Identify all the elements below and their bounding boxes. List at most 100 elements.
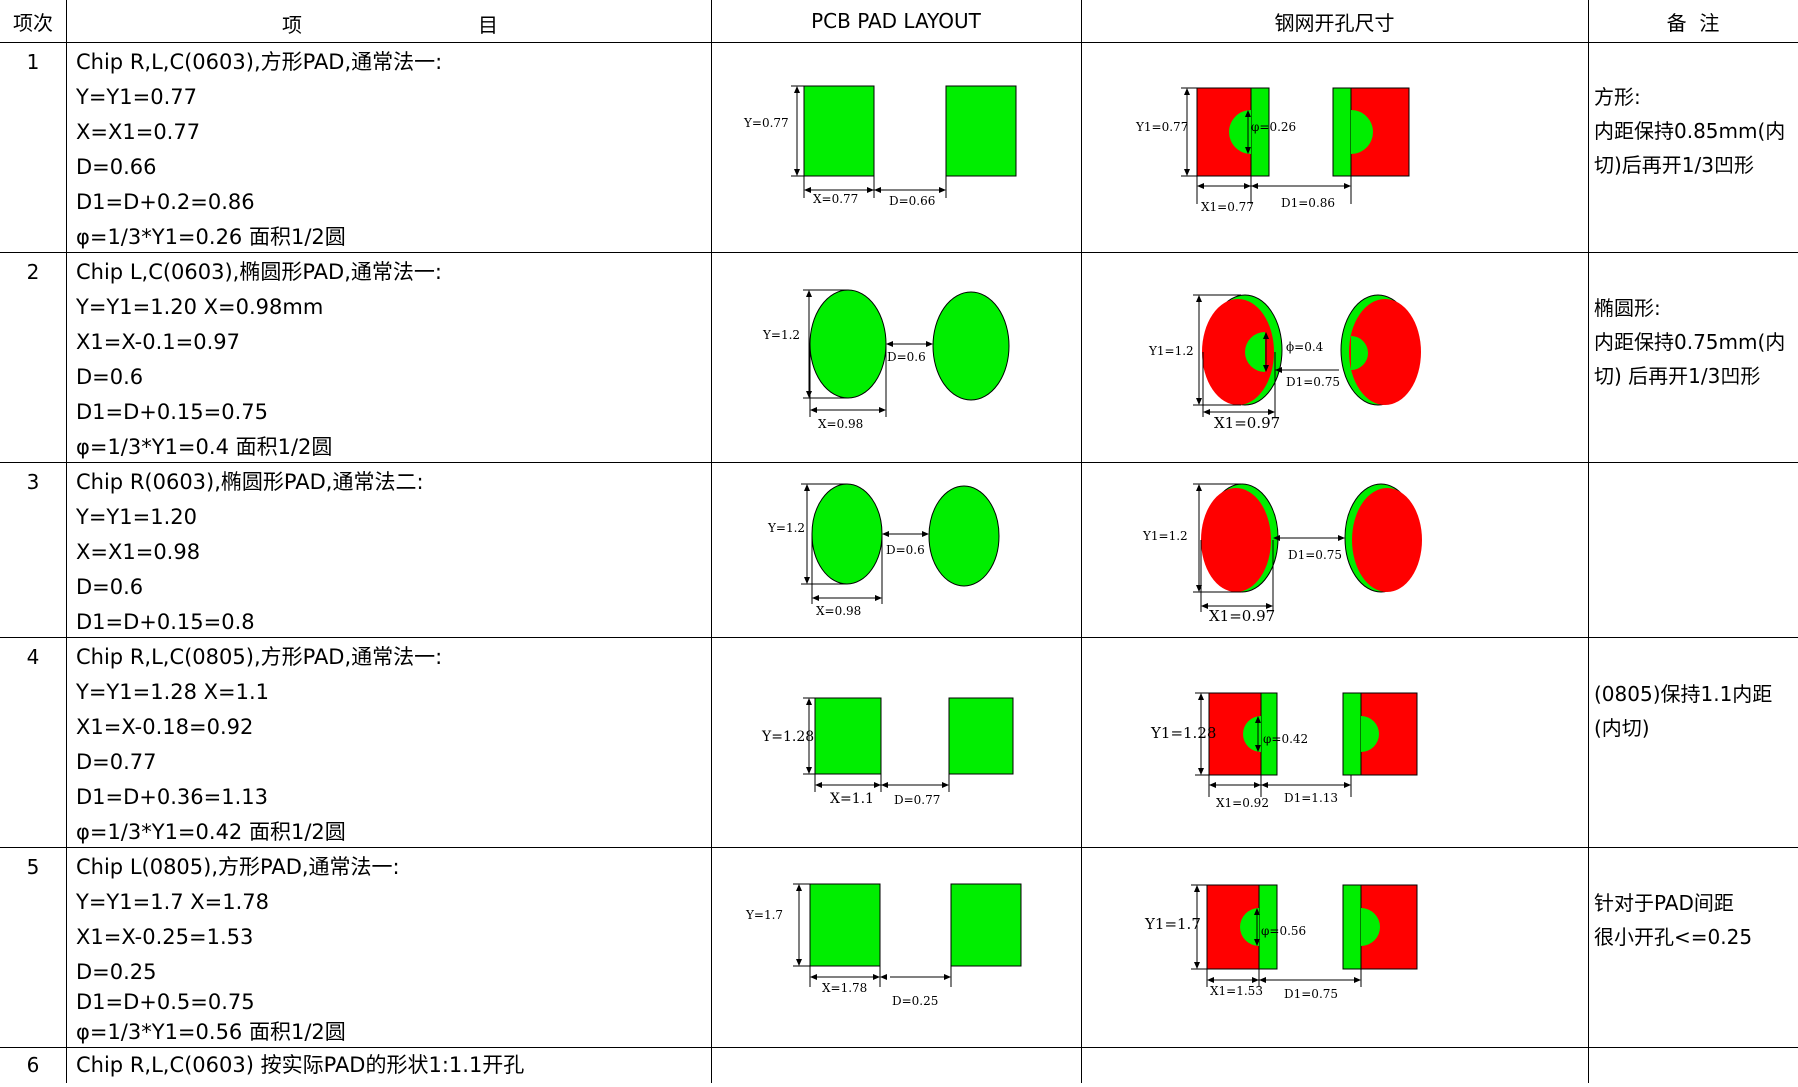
desc-line: Y=Y1=1.28 X=1.1 [76, 680, 270, 704]
row-number: 2 [0, 252, 66, 462]
desc-line: Chip R,L,C(0603),方形PAD,通常法一: [76, 50, 443, 74]
arrow-head [1275, 367, 1341, 373]
pad-left [814, 697, 882, 775]
stencil-pad-left [1202, 299, 1274, 405]
row-number: 5 [0, 847, 66, 1047]
desc-line: D=0.25 [76, 960, 157, 984]
dim-label-y: Y1=1.7 [1144, 915, 1201, 933]
row-description: Chip R,L,C(0603),方形PAD,通常法一: Y=Y1=0.77 X… [66, 42, 711, 252]
dim-label-x: X=1.78 [822, 981, 867, 995]
header-no-label: 项次 [13, 10, 53, 35]
dim-label-d: D=0.6 [887, 350, 926, 364]
dim-label-phi: φ=0.42 [1263, 732, 1308, 746]
arrow-head [804, 187, 946, 193]
desc-line: Chip R(0603),椭圆形PAD,通常法二: [76, 470, 424, 494]
header-stencil-label: 钢网开孔尺寸 [1274, 10, 1395, 35]
dim-label-d: D1=0.75 [1286, 375, 1340, 389]
half-circle-notch [1229, 110, 1251, 154]
dim-label-y: Y=0.77 [743, 116, 789, 130]
stencil-aperture-diagram: Y1=1.2 ϕ=0.4 X1=0.97 D1=0.75 [1148, 294, 1421, 432]
row-number-label: 3 [26, 470, 40, 494]
stencil-pad-right [1352, 488, 1422, 592]
desc-line: D=0.66 [76, 155, 157, 179]
row-number-label: 5 [26, 855, 40, 879]
dim-label-phi: φ=0.56 [1261, 924, 1306, 938]
desc-line: D1=D+0.15=0.8 [76, 610, 255, 634]
desc-line: φ=1/3*Y1=0.42 面积1/2圆 [76, 820, 346, 844]
row-note: 针对于PAD间距 很小开孔<=0.25 [1588, 886, 1798, 954]
grid-line [711, 0, 712, 1083]
half-circle-notch [1245, 332, 1265, 372]
dim-label-d: D=0.25 [892, 994, 938, 1008]
row-number: 4 [0, 637, 66, 847]
row-number-label: 1 [26, 50, 40, 74]
pcb-pad-diagram: Y=0.77 X=0.77 D=0.66 [743, 85, 1017, 208]
dim-label-y: Y=1.7 [745, 908, 783, 922]
stencil-pad-left [1201, 488, 1271, 592]
note-line: 方形: [1594, 85, 1641, 109]
desc-line: D1=D+0.5=0.75 [76, 990, 255, 1014]
row-number: 6 [0, 1047, 66, 1083]
pcb-pad-diagram: Y=1.7 X=1.78 D=0.25 [745, 883, 1022, 1008]
desc-line: Y=Y1=1.20 X=0.98mm [76, 295, 324, 319]
desc-line: φ=1/3*Y1=0.56 面积1/2圆 [76, 1020, 346, 1044]
note-line: 内距保持0.75mm(内 [1594, 330, 1786, 354]
note-line: (内切) [1594, 716, 1650, 740]
row-description: Chip R,L,C(0603) 按实际PAD的形状1:1.1开孔 [66, 1047, 711, 1083]
header-item-label-b: 目 [478, 13, 498, 37]
dim-label-y: Y1=1.2 [1148, 344, 1194, 358]
dim-label-y: Y1=0.77 [1135, 120, 1188, 134]
dim-label-phi: φ=0.26 [1251, 120, 1296, 134]
desc-line: Y=Y1=0.77 [76, 85, 197, 109]
note-line: 切)后再开1/3凹形 [1594, 153, 1754, 177]
stencil-aperture-diagram: Y1=0.77 φ=0.26 X1=0.77 D1=0.86 [1135, 87, 1410, 214]
pad-right [948, 697, 1014, 775]
dim-label-y: Y=1.28 [761, 729, 814, 745]
dim-label-phi: ϕ=0.4 [1286, 340, 1324, 354]
desc-line: Y=Y1=1.20 [76, 505, 197, 529]
dim-label-x: X=0.98 [816, 604, 861, 618]
grid-line [66, 0, 67, 1083]
row-description: Chip R(0603),椭圆形PAD,通常法二: Y=Y1=1.20 X=X1… [66, 462, 711, 637]
half-circle-notch [1351, 336, 1368, 370]
header-item: 项 目 [66, 0, 711, 42]
pad-right [932, 291, 1010, 401]
dim-label-d: D1=0.86 [1281, 196, 1335, 210]
note-line: 针对于PAD间距 [1594, 891, 1734, 915]
stencil-aperture-diagram: Y1=1.28 φ=0.42 X1=0.92 D1=1.13 [1150, 692, 1418, 810]
dim-label-x: X1=0.77 [1201, 200, 1254, 214]
note-line: 很小开孔<=0.25 [1594, 925, 1753, 949]
desc-line: φ=1/3*Y1=0.26 面积1/2圆 [76, 225, 346, 249]
grid-line [0, 1047, 1798, 1048]
arrow-head [812, 595, 882, 601]
row-number-label: 6 [26, 1053, 40, 1077]
desc-line: φ=1/3*Y1=0.4 面积1/2圆 [76, 435, 333, 459]
pad-left [811, 483, 883, 585]
grid-line [0, 42, 1798, 43]
half-circle-notch [1240, 908, 1259, 946]
pad-left [803, 85, 875, 177]
pad-strip [1342, 692, 1362, 776]
pcb-pad-diagram: Y=1.2 X=0.98 D=0.6 [767, 483, 1000, 618]
half-circle-notch [1361, 716, 1379, 752]
desc-line: D=0.6 [76, 365, 144, 389]
dim-label-x: X1=0.92 [1216, 796, 1269, 810]
note-line: 内距保持0.85mm(内 [1594, 119, 1786, 143]
header-item-label-a: 项 [282, 13, 302, 37]
note-line: (0805)保持1.1内距 [1594, 682, 1773, 706]
dim-label-x: X=1.1 [830, 791, 874, 807]
desc-line: Chip R,L,C(0805),方形PAD,通常法一: [76, 645, 443, 669]
note-line: 切) 后再开1/3凹形 [1594, 364, 1761, 388]
row-number: 3 [0, 462, 66, 637]
dim-label-d: D=0.6 [886, 543, 925, 557]
row-number-label: 2 [26, 260, 40, 284]
pcb-pad-diagram: Y=1.2 X=0.98 D=0.6 [762, 289, 1010, 431]
row-note: 椭圆形: 内距保持0.75mm(内 切) 后再开1/3凹形 [1588, 291, 1798, 393]
pad-strip [1342, 884, 1362, 970]
dim-label-y: Y=1.2 [762, 328, 800, 342]
pad-right [950, 883, 1022, 967]
pad-right [928, 485, 1000, 587]
stencil-pad-right [1349, 299, 1421, 405]
row-number-label: 4 [26, 645, 40, 669]
grid-line [1081, 0, 1082, 1083]
